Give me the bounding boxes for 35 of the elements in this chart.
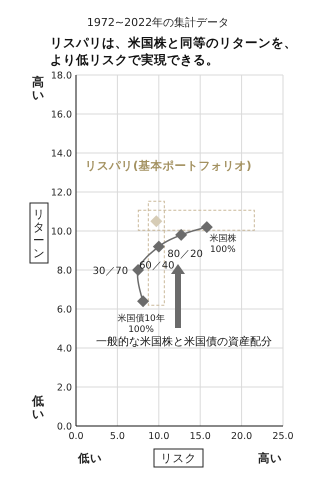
text: 高い	[32, 75, 44, 102]
point	[137, 295, 150, 308]
y-tick-label: 10.0	[50, 226, 72, 238]
x-tick-label: 5.0	[110, 431, 125, 442]
y-tick-label: 6.0	[56, 304, 72, 316]
annotation: 米国株 100%	[209, 233, 236, 256]
y-tick-label: 14.0	[50, 148, 72, 160]
y-axis-title: リターン	[33, 207, 45, 260]
y-tick-label: 0.0	[56, 422, 72, 432]
y-tick-label: 4.0	[56, 344, 72, 354]
y-tick-label: 2.0	[56, 382, 72, 394]
point	[150, 215, 162, 228]
point	[175, 228, 188, 241]
annotation: 80／20	[167, 248, 203, 260]
text: 低い	[31, 394, 44, 421]
text: リスパリ(基本ポートフォリオ)	[85, 158, 252, 172]
chart-subtitle: 1972~2022年の集計データ	[86, 16, 230, 29]
point	[152, 240, 165, 253]
annotation: 30／70	[92, 266, 128, 277]
y-tick-label: 18.0	[50, 70, 72, 82]
annotation: 一般的な米国株と米国債の資産配分	[96, 335, 272, 348]
x-axis-title: リスク	[160, 451, 196, 465]
x-tick-label: 10.0	[148, 431, 170, 442]
y-tick-label: 12.0	[50, 188, 72, 198]
point	[200, 221, 213, 234]
y-tick-label: 8.0	[56, 266, 72, 276]
annotation: 米国債10年 100%	[117, 313, 165, 336]
y-tick-label: 16.0	[50, 110, 72, 120]
x-tick-label: 25.0	[272, 431, 294, 442]
x-tick-label: 15.0	[190, 431, 211, 442]
text: 高い	[258, 451, 282, 465]
text: 低い	[77, 451, 102, 465]
x-tick-label: 20.0	[231, 431, 252, 442]
x-tick-label: 0.0	[68, 431, 84, 442]
chart-title: リスパリは、米国株と同等のリターンを、より低リスクで実現できる。	[50, 35, 297, 67]
